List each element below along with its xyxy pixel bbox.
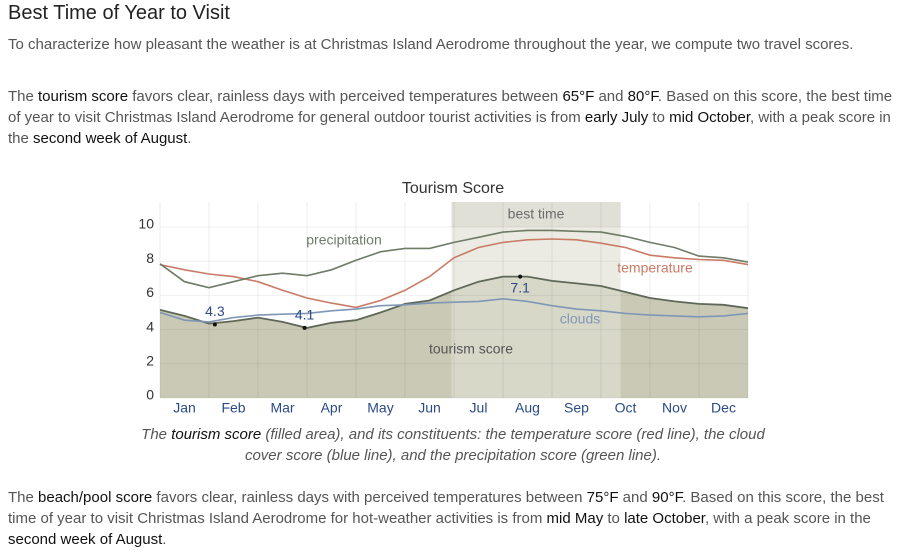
annotation-label: 4.1 bbox=[295, 307, 315, 323]
text: favors clear, rainless days with perceiv… bbox=[128, 88, 563, 105]
text: to bbox=[603, 510, 625, 527]
series-label: precipitation bbox=[306, 232, 382, 248]
text: The bbox=[141, 426, 172, 443]
series-label: temperature bbox=[617, 260, 693, 276]
emphasis: 90°F bbox=[651, 489, 683, 506]
annotation-dot bbox=[212, 322, 217, 327]
emphasis: beach/pool score bbox=[38, 489, 153, 506]
intro-text: To characterize how pleasant the weather… bbox=[8, 36, 854, 53]
text: , with a peak score in the bbox=[704, 510, 871, 527]
intro: To characterize how pleasant the weather… bbox=[8, 34, 893, 55]
series-line bbox=[159, 238, 749, 309]
page-title: Best Time of Year to Visit bbox=[8, 2, 230, 24]
annotation-dot bbox=[518, 274, 523, 279]
emphasis: 75°F bbox=[586, 489, 619, 506]
annotation-label: 7.1 bbox=[510, 279, 530, 295]
x-tick-label: Jun bbox=[418, 400, 441, 416]
text: . Based on this score, the best time of … bbox=[8, 88, 893, 126]
text: and bbox=[594, 88, 628, 105]
y-tick-label: 6 bbox=[146, 284, 154, 300]
best-time-overlay bbox=[451, 202, 621, 398]
annotation-dot bbox=[302, 325, 307, 330]
emphasis: 65°F bbox=[562, 88, 595, 105]
x-tick-label: Jan bbox=[173, 400, 196, 416]
x-tick-label: Nov bbox=[662, 400, 687, 416]
x-tick-label: Dec bbox=[711, 400, 736, 416]
chart-caption: The tourism score (filled area), and its… bbox=[133, 424, 773, 466]
tourism-paragraph: The tourism score favors clear, rainless… bbox=[8, 86, 893, 149]
text: . bbox=[187, 130, 192, 147]
text: The bbox=[8, 489, 39, 506]
y-tick-label: 4 bbox=[146, 318, 154, 334]
y-tick-label: 10 bbox=[138, 216, 154, 232]
emphasis: 80°F bbox=[627, 88, 658, 105]
x-tick-label: May bbox=[367, 400, 393, 416]
text: favors clear, rainless days with perceiv… bbox=[152, 489, 587, 506]
emphasis: mid May bbox=[546, 510, 604, 527]
x-tick-label: Apr bbox=[321, 400, 343, 416]
emphasis: tourism score bbox=[171, 426, 262, 443]
y-tick-label: 0 bbox=[146, 387, 154, 403]
text: (filled area), and its constituents: the… bbox=[244, 426, 765, 464]
emphasis: second week of August bbox=[33, 130, 188, 147]
x-tick-label: Mar bbox=[270, 400, 294, 416]
chart-title: Tourism Score bbox=[402, 180, 504, 197]
y-tick-label: 8 bbox=[146, 250, 154, 266]
text: , with a peak score in the bbox=[8, 109, 891, 147]
series-label: tourism score bbox=[429, 341, 513, 357]
beach-paragraph: The beach/pool score favors clear, rainl… bbox=[8, 487, 893, 550]
annotation-label: 4.3 bbox=[205, 303, 225, 319]
series-line bbox=[159, 297, 749, 323]
x-tick-label: Aug bbox=[515, 400, 540, 416]
x-tick-label: Feb bbox=[221, 400, 245, 416]
x-tick-label: Jul bbox=[470, 400, 488, 416]
x-tick-label: Sep bbox=[564, 400, 589, 416]
series-line bbox=[159, 229, 749, 289]
text: The bbox=[8, 88, 39, 105]
text: . bbox=[162, 531, 167, 548]
series-line bbox=[159, 275, 749, 329]
area bbox=[160, 276, 748, 398]
emphasis: late October bbox=[624, 510, 705, 527]
y-tick-label: 2 bbox=[146, 353, 154, 369]
text: and bbox=[618, 489, 652, 506]
series-label: clouds bbox=[560, 311, 600, 327]
emphasis: tourism score bbox=[38, 88, 129, 105]
text: . Based on this score, the best time of … bbox=[8, 489, 884, 527]
best-time-label: best time bbox=[508, 206, 565, 222]
best-time-header bbox=[451, 202, 621, 227]
emphasis: second week of August bbox=[8, 531, 163, 548]
emphasis: mid October bbox=[669, 109, 750, 126]
emphasis: early July bbox=[584, 109, 649, 126]
text: to bbox=[648, 109, 670, 126]
x-tick-label: Oct bbox=[615, 400, 637, 416]
